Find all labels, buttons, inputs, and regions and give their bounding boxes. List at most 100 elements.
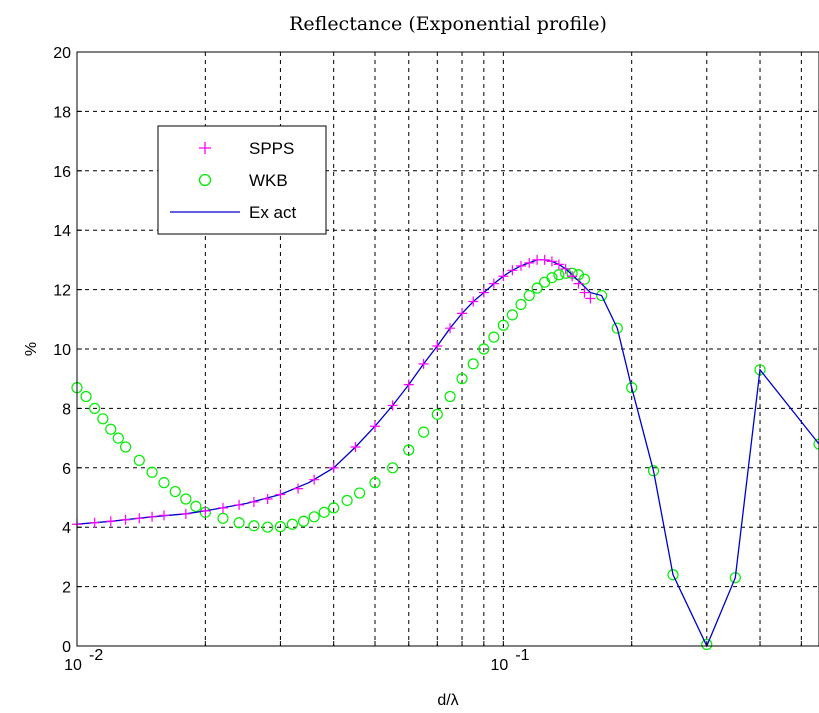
wkb-point <box>318 506 330 518</box>
y-tick-label: 4 <box>62 520 71 537</box>
wkb-point <box>467 358 479 370</box>
spps-point <box>120 514 131 525</box>
wkb-point <box>80 390 92 403</box>
spps-point <box>293 483 304 494</box>
x-tick-label: 10 <box>490 657 508 674</box>
x-tick-exponent: -2 <box>89 647 103 664</box>
spps-point <box>350 442 361 453</box>
tick-layer: 0 2 4 6 8 10 12 14 16 18 20 10 -2 10 -1 <box>53 45 802 674</box>
wkb-point <box>217 512 229 524</box>
wkb-point <box>119 441 132 453</box>
exact-line <box>76 259 819 648</box>
spps-point <box>217 502 228 513</box>
series-ex-act <box>76 259 819 648</box>
wkb-point <box>146 466 158 478</box>
spps-point <box>105 516 116 527</box>
wkb-point <box>431 408 443 420</box>
wkb-point <box>813 438 819 450</box>
wkb-point <box>403 444 415 456</box>
y-tick-label: 10 <box>53 342 71 359</box>
spps-point <box>546 256 557 267</box>
wkb-point <box>233 517 245 529</box>
wkb-point <box>647 465 660 477</box>
spps-point <box>478 287 489 298</box>
wkb-point <box>262 521 274 533</box>
spps-point <box>370 421 381 432</box>
legend: SPPS WKB Ex act <box>157 125 327 235</box>
spps-point <box>539 254 550 265</box>
spps-point <box>445 323 456 334</box>
wkb-point <box>353 487 366 499</box>
spps-point <box>234 499 245 510</box>
wkb-point <box>286 518 298 530</box>
spps-point <box>262 493 273 504</box>
series-layer <box>71 254 819 651</box>
spps-point <box>328 462 339 473</box>
wkb-point <box>456 373 468 385</box>
spps-point <box>579 287 590 298</box>
wkb-point <box>417 426 430 438</box>
wkb-point <box>112 432 124 444</box>
wkb-point <box>190 500 202 513</box>
spps-point <box>553 259 564 270</box>
spps-point <box>200 505 211 516</box>
wkb-point <box>89 402 101 414</box>
spps-point <box>457 308 468 319</box>
legend-wkb-marker <box>198 173 212 187</box>
spps-point <box>560 263 571 274</box>
y-tick-label: 16 <box>53 164 71 181</box>
spps-point <box>498 271 509 282</box>
y-tick-label: 14 <box>53 223 71 240</box>
wkb-point <box>369 477 381 489</box>
spps-point <box>134 513 145 524</box>
x-axis-label: d/λ <box>437 692 458 709</box>
spps-point <box>488 278 499 289</box>
wkb-point <box>169 485 181 498</box>
y-tick-label: 6 <box>62 461 71 478</box>
spps-point <box>573 278 584 289</box>
chart-title: Reflectance (Exponential profile) <box>289 13 607 35</box>
x-tick-exponent: -1 <box>515 647 529 664</box>
wkb-point <box>387 462 399 474</box>
y-axis-label: % <box>23 342 40 356</box>
legend-box <box>157 125 327 235</box>
wkb-point <box>133 454 145 466</box>
wkb-point <box>595 289 608 302</box>
wkb-point <box>611 322 623 334</box>
wkb-point <box>667 569 679 581</box>
wkb-point <box>328 502 340 514</box>
wkb-point <box>506 309 518 321</box>
spps-point <box>387 400 398 411</box>
wkb-point <box>444 390 456 403</box>
y-tick-label: 20 <box>53 45 71 62</box>
wkb-point <box>546 272 558 284</box>
spps-point <box>524 257 535 268</box>
y-tick-label: 18 <box>53 104 71 121</box>
spps-point <box>585 293 596 304</box>
y-tick-label: 0 <box>62 639 71 656</box>
wkb-point <box>701 638 713 651</box>
spps-point <box>432 341 443 352</box>
spps-point <box>147 511 158 522</box>
spps-point <box>275 489 286 500</box>
spps-point <box>567 271 578 282</box>
wkb-point <box>248 520 260 532</box>
spps-point <box>248 496 259 507</box>
y-tick-label: 12 <box>53 283 71 300</box>
spps-point <box>515 260 526 271</box>
wkb-point <box>158 477 170 489</box>
wkb-point <box>488 331 500 343</box>
spps-point <box>89 517 100 528</box>
spps-point <box>309 474 320 485</box>
wkb-point <box>626 382 638 394</box>
y-tick-label: 2 <box>62 580 71 597</box>
legend-label: WKB <box>249 171 288 190</box>
wkb-point <box>553 269 565 281</box>
wkb-point <box>497 319 509 331</box>
spps-point <box>159 510 170 521</box>
wkb-point <box>274 521 287 533</box>
spps-point <box>403 379 414 390</box>
legend-label: Ex act <box>249 203 297 222</box>
wkb-point <box>341 494 353 507</box>
wkb-point <box>578 273 591 285</box>
